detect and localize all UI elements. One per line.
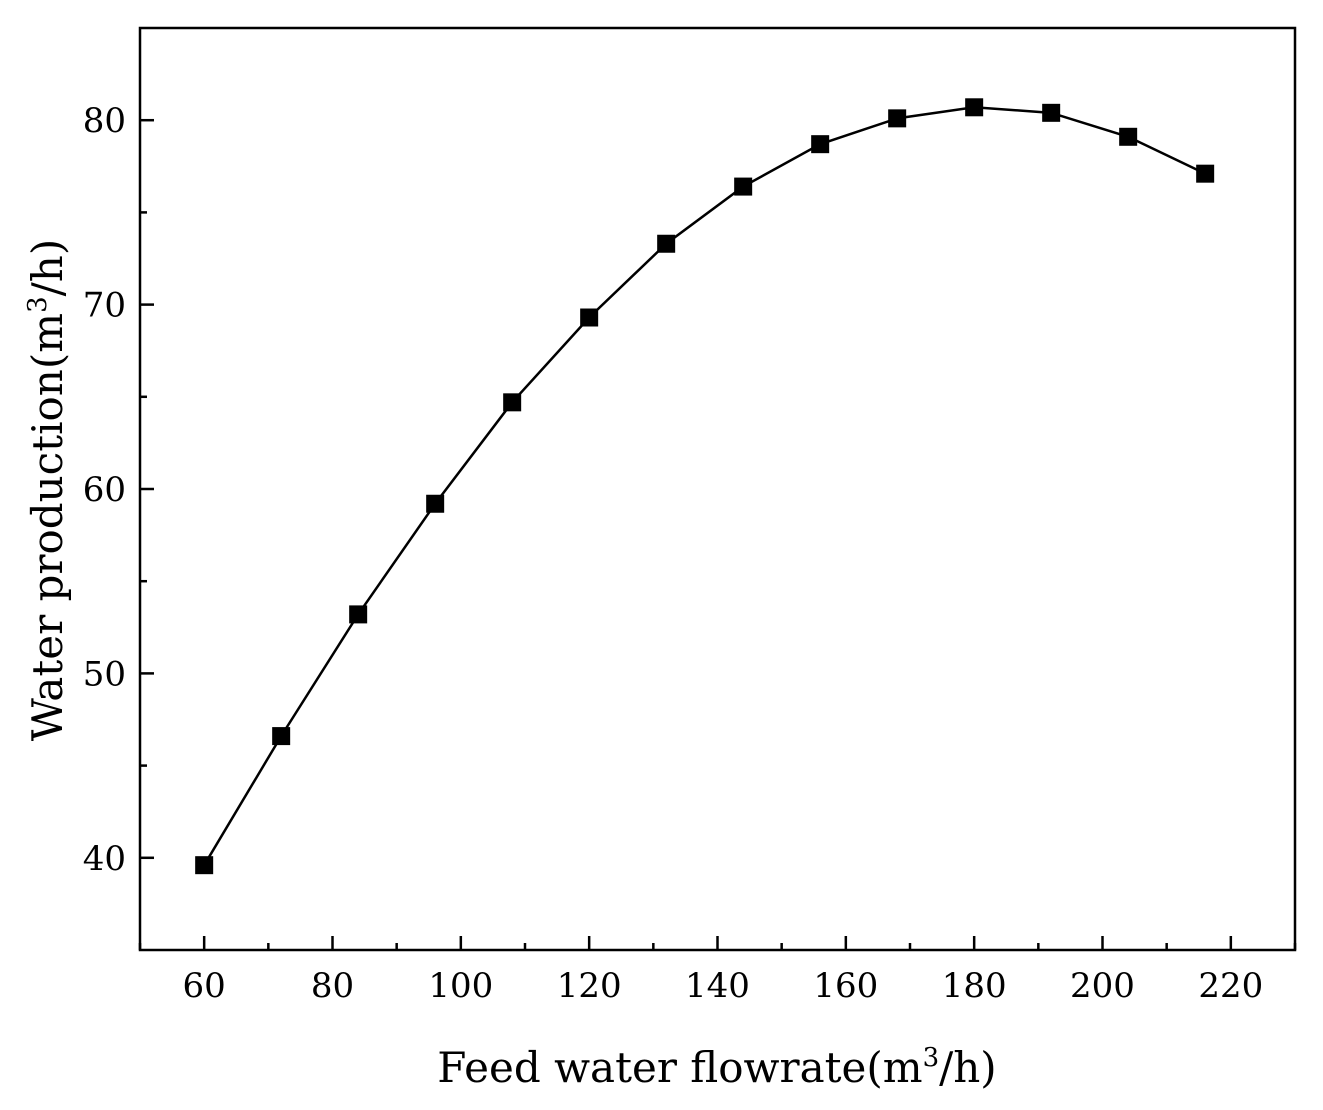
x-tick-label: 220 — [1198, 966, 1263, 1006]
series-group — [195, 98, 1215, 875]
data-point-marker — [195, 856, 214, 875]
x-tick-label: 80 — [311, 966, 354, 1006]
x-axis-title-superscript: 3 — [923, 1043, 940, 1073]
data-point-marker — [426, 494, 445, 513]
x-axis-ticks: 60 80 100 120 140 160 180 200 220 — [138, 936, 1297, 1006]
data-point-marker — [1196, 164, 1215, 183]
data-point-marker — [272, 727, 291, 746]
data-point-marker — [657, 234, 676, 253]
y-tick-label: 50 — [83, 654, 126, 694]
x-axis-title-suffix: /h) — [939, 1043, 997, 1092]
y-axis-ticks: 40 50 60 70 80 — [83, 101, 154, 879]
data-point-marker — [503, 393, 522, 412]
data-point-marker — [965, 98, 984, 117]
x-tick-label: 60 — [183, 966, 226, 1006]
x-axis-title: Feed water flowrate(m3/h) — [437, 1043, 996, 1092]
y-axis-title-superscript: 3 — [23, 296, 53, 313]
data-point-marker — [349, 605, 368, 624]
y-axis-title-suffix: /h) — [23, 239, 72, 297]
x-tick-label: 120 — [557, 966, 622, 1006]
y-axis-title-prefix: Water production(m — [23, 313, 72, 741]
y-tick-label: 60 — [83, 470, 126, 510]
x-axis-title-prefix: Feed water flowrate(m — [437, 1043, 922, 1092]
x-tick-label: 200 — [1070, 966, 1135, 1006]
x-tick-label: 160 — [813, 966, 878, 1006]
data-point-marker — [1119, 127, 1138, 146]
x-tick-label: 180 — [942, 966, 1007, 1006]
y-axis-title: Water production(m3/h) — [23, 239, 72, 741]
x-tick-label: 100 — [428, 966, 493, 1006]
x-tick-label: 140 — [685, 966, 750, 1006]
series-line — [203, 106, 1206, 866]
y-tick-label: 70 — [83, 286, 126, 326]
data-point-marker — [888, 109, 907, 128]
data-point-marker — [734, 177, 753, 196]
plot-frame — [138, 26, 1297, 952]
y-tick-label: 40 — [83, 839, 126, 879]
data-point-marker — [580, 308, 599, 327]
data-point-marker — [811, 135, 830, 154]
data-point-marker — [1042, 103, 1061, 122]
y-tick-label: 80 — [83, 101, 126, 141]
